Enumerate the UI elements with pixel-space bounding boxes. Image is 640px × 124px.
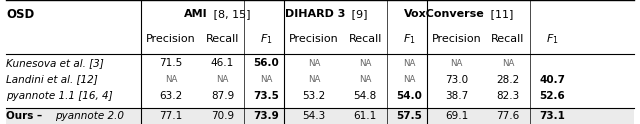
Text: 56.0: 56.0: [253, 58, 280, 68]
Text: [8, 15]: [8, 15]: [210, 9, 251, 19]
Text: Recall: Recall: [491, 34, 525, 44]
Text: 77.1: 77.1: [159, 111, 183, 121]
Text: 73.5: 73.5: [253, 91, 280, 101]
Text: NA: NA: [403, 59, 415, 68]
Text: 73.0: 73.0: [445, 75, 468, 85]
Text: 53.2: 53.2: [302, 91, 326, 101]
Text: 82.3: 82.3: [496, 91, 520, 101]
Text: 46.1: 46.1: [211, 58, 234, 68]
Text: NA: NA: [403, 75, 415, 84]
Text: 54.3: 54.3: [302, 111, 326, 121]
Text: 57.5: 57.5: [396, 111, 422, 121]
Text: VoxConverse: VoxConverse: [404, 9, 485, 19]
Text: Recall: Recall: [348, 34, 382, 44]
Text: [9]: [9]: [348, 9, 367, 19]
Text: DIHARD 3: DIHARD 3: [285, 9, 346, 19]
Text: 73.9: 73.9: [253, 111, 280, 121]
Text: 71.5: 71.5: [159, 58, 183, 68]
Text: NA: NA: [216, 75, 228, 84]
Text: 87.9: 87.9: [211, 91, 234, 101]
Text: Landini et al. [12]: Landini et al. [12]: [6, 75, 98, 85]
Text: NA: NA: [359, 75, 371, 84]
Text: OSD: OSD: [6, 8, 35, 21]
Text: 61.1: 61.1: [353, 111, 377, 121]
Text: NA: NA: [359, 59, 371, 68]
Text: AMI: AMI: [184, 9, 207, 19]
Text: NA: NA: [165, 75, 177, 84]
Text: $F_1$: $F_1$: [546, 32, 558, 46]
Text: [11]: [11]: [488, 9, 514, 19]
Text: 52.6: 52.6: [539, 91, 565, 101]
Text: Precision: Precision: [289, 34, 339, 44]
Text: NA: NA: [308, 59, 320, 68]
Text: NA: NA: [260, 75, 273, 84]
Text: 70.9: 70.9: [211, 111, 234, 121]
Text: 54.8: 54.8: [353, 91, 377, 101]
Text: 28.2: 28.2: [496, 75, 520, 85]
Text: NA: NA: [502, 59, 514, 68]
Text: pyannote 2.0: pyannote 2.0: [55, 111, 124, 121]
Text: Precision: Precision: [147, 34, 196, 44]
Text: Ours –: Ours –: [6, 111, 46, 121]
Text: 38.7: 38.7: [445, 91, 468, 101]
Text: Precision: Precision: [432, 34, 481, 44]
Text: 40.7: 40.7: [539, 75, 565, 85]
Text: 69.1: 69.1: [445, 111, 468, 121]
Text: Kunesova et al. [3]: Kunesova et al. [3]: [6, 58, 104, 68]
Text: NA: NA: [451, 59, 463, 68]
Text: $F_1$: $F_1$: [260, 32, 273, 46]
Text: $F_1$: $F_1$: [403, 32, 415, 46]
Text: 73.1: 73.1: [539, 111, 565, 121]
Text: 63.2: 63.2: [159, 91, 183, 101]
Text: 77.6: 77.6: [496, 111, 520, 121]
Text: Recall: Recall: [205, 34, 239, 44]
Text: pyannote 1.1 [16, 4]: pyannote 1.1 [16, 4]: [6, 91, 113, 101]
Text: 54.0: 54.0: [396, 91, 422, 101]
Text: NA: NA: [308, 75, 320, 84]
